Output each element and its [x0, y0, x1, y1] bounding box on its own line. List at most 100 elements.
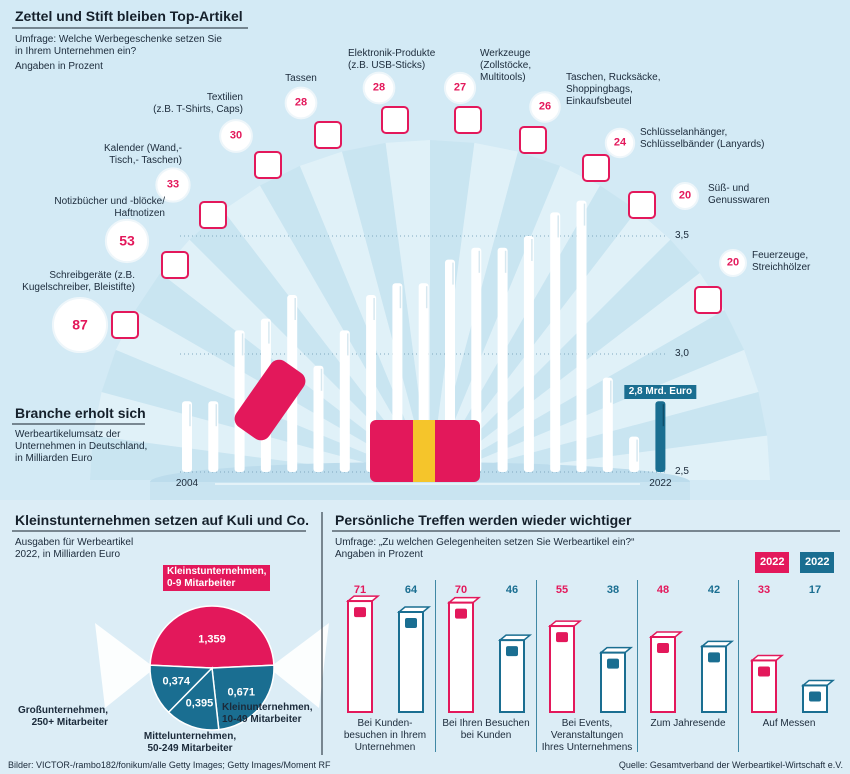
bubble-label: 30 — [229, 129, 243, 142]
bubble-label: 28 — [294, 96, 308, 109]
category-label: Feuerzeuge, Streichhölzer — [752, 250, 811, 273]
data-label: 71 — [353, 584, 367, 596]
chart-title: Zettel und Stift bleiben Top-Artikel — [15, 8, 243, 24]
y-tick-label: 3,0 — [675, 348, 689, 359]
data-label: 0,374 — [162, 675, 190, 688]
category-label: Bei Events, Veranstaltungen Ihres Untern… — [541, 718, 633, 753]
category-label: Großunternehmen, 250+ Mitarbeiter — [17, 705, 108, 728]
bubble-label: 53 — [119, 232, 135, 249]
category-label: Bei Kunden- besuchen in Ihrem Unternehme… — [343, 718, 427, 753]
bar — [445, 259, 455, 472]
category-label: Bei Ihren Besuchen bei Kunden — [442, 718, 530, 741]
fan-segment — [430, 239, 700, 480]
fan-segment — [430, 349, 759, 480]
bar — [339, 330, 350, 472]
category-label: Kleinunternehmen, 10-49 Mitarbeiter — [222, 702, 313, 725]
data-label: 2,8 Mrd. Euro — [624, 385, 697, 400]
credits: Bilder: VICTOR-/rambo182/fonikum/alle Ge… — [8, 760, 331, 770]
bar — [234, 330, 245, 472]
bar-logo — [506, 646, 518, 657]
category-label: Kalender (Wand,- Tisch,- Taschen) — [104, 143, 182, 166]
legend-label: 2022 — [755, 552, 790, 574]
chart-title: Persönliche Treffen werden wieder wichti… — [335, 512, 632, 528]
bar — [497, 247, 508, 472]
x-tick-label: 2004 — [175, 478, 199, 489]
data-label: 0,671 — [227, 686, 255, 699]
chart-subtitle: Umfrage: „Zu welchen Gelegenheiten setze… — [335, 537, 635, 548]
data-label: 70 — [454, 584, 468, 596]
bar-logo — [758, 666, 770, 677]
bottom-panel — [0, 500, 850, 774]
data-label: 1,359 — [198, 633, 226, 646]
bar — [347, 600, 373, 713]
stage-front — [150, 482, 690, 500]
source: Quelle: Gesamtverband der Werbeartikel-W… — [618, 760, 843, 770]
fan-segment — [430, 151, 561, 481]
bubble — [443, 71, 477, 105]
bubble-label: 33 — [166, 178, 180, 191]
bar — [600, 651, 626, 713]
bar — [313, 365, 324, 472]
bar-logo — [607, 658, 619, 669]
category-label: Mittelunternehmen, 50-249 Mitarbeiter — [143, 731, 237, 754]
data-label: 38 — [606, 584, 620, 596]
bar-logo — [405, 618, 417, 628]
bubble — [719, 249, 747, 277]
bar-logo — [809, 691, 821, 702]
bar — [550, 212, 561, 472]
category-label: Textilien (z.B. T-Shirts, Caps) — [153, 92, 243, 115]
pie-slice — [211, 664, 275, 731]
icon — [454, 106, 482, 134]
icon — [582, 154, 610, 182]
bubble — [104, 218, 150, 264]
icon — [694, 286, 722, 314]
data-label: 55 — [555, 584, 569, 596]
category-label: Elektronik-Produkte (z.B. USB-Sticks) — [348, 48, 436, 71]
icon — [254, 151, 282, 179]
bubble — [51, 296, 109, 354]
data-label: 42 — [707, 584, 721, 596]
bubble — [604, 127, 636, 159]
fan-segment — [430, 310, 745, 480]
chart-note: Angaben in Prozent — [15, 61, 103, 72]
pie-slice — [149, 664, 214, 714]
icon — [519, 126, 547, 154]
category-label: Schreibgeräte (z.B. Kugelschreiber, Blei… — [22, 270, 135, 293]
bubble — [671, 182, 699, 210]
data-label: 48 — [656, 584, 670, 596]
fan-segment — [223, 185, 430, 480]
icon — [628, 191, 656, 219]
chart-subtitle: Ausgaben für Werbeartikel 2022, in Milli… — [15, 537, 134, 560]
bubble-label: 24 — [613, 136, 627, 149]
bubble-label: 26 — [538, 100, 552, 113]
bar — [448, 601, 474, 713]
bubble — [155, 167, 191, 203]
bar-logo — [354, 607, 366, 618]
bubble — [362, 71, 396, 105]
icon — [199, 201, 227, 229]
chart-title: Kleinstunternehmen setzen auf Kuli und C… — [15, 512, 310, 528]
candy-wrap — [95, 623, 329, 708]
bar-logo — [556, 632, 568, 643]
gift-ribbon — [413, 420, 435, 482]
roll — [234, 359, 306, 441]
bubble-label: 87 — [72, 316, 88, 333]
chart-title: Branche erholt sich — [15, 405, 146, 421]
category-label: Zum Jahresende — [650, 718, 726, 729]
category-label: Schlüsselanhänger, Schlüsselbänder (Lany… — [640, 127, 765, 150]
category-label: Notizbücher und -blöcke/ Haftnotizen — [54, 196, 165, 219]
data-label: 0,395 — [185, 697, 214, 710]
bubble-label: 20 — [726, 256, 740, 269]
chart-note: Angaben in Prozent — [335, 549, 423, 560]
bar — [398, 611, 424, 713]
bubble-label: 28 — [372, 81, 386, 94]
category-label: Süß- und Genusswaren — [708, 183, 770, 206]
icon — [111, 311, 139, 339]
icon — [314, 121, 342, 149]
legend-label: 2022 — [800, 552, 835, 574]
bar — [523, 236, 534, 472]
data-label: 17 — [808, 584, 822, 596]
fan-segment — [342, 142, 430, 480]
